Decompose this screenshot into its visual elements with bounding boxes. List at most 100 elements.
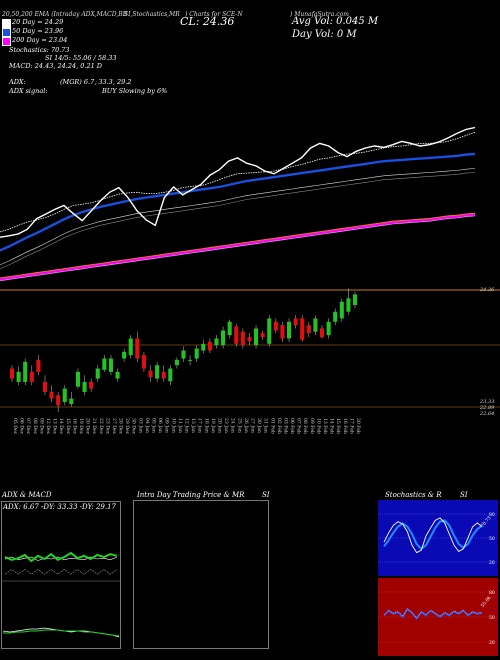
candle [75,368,81,389]
date-label: 20 Jan [216,418,222,433]
date-label: 17 Jan [197,418,203,433]
date-label: 08 Feb [302,418,308,434]
candle-body [23,361,28,382]
si-signal-line [383,608,483,619]
candle [49,385,54,402]
candle [9,365,15,382]
date-label: 03 Jan [137,418,143,433]
candle-body [135,338,140,359]
stoch-tick: 80 [489,512,495,518]
date-label: 13 Jan [190,418,196,433]
ema100-line [0,212,476,279]
date-label: 07 Feb [296,418,302,434]
candle [122,348,127,362]
candle-body [29,371,34,382]
ema200-swatch [2,37,11,46]
candle-body [108,358,113,372]
candle-body [267,318,272,344]
macd-signal-line [3,629,120,637]
candle-body [214,338,219,346]
candle [214,335,219,349]
candle [300,315,305,342]
date-label: 12 Dec [45,418,51,435]
ema200-label: 200 Day = 23.04 [12,36,68,44]
candle-body [339,301,344,319]
candle-body [333,311,338,322]
candle [141,351,146,372]
candle [148,365,153,382]
candle-body [346,298,351,312]
date-label: 19 Dec [78,418,84,435]
candle [174,357,179,369]
candle [267,315,272,347]
date-label: 04 Jan [144,418,150,433]
candle [333,308,338,326]
candle [293,315,298,329]
candle [16,366,21,386]
candle [42,375,48,396]
date-label: 13 Dec [52,418,58,435]
candle-body [141,355,146,369]
candle [56,391,61,412]
date-label: 13 Feb [322,418,328,434]
date-label: 16 Dec [71,418,77,435]
candle [89,378,94,392]
candle-body [221,330,226,346]
candle-body [9,368,15,379]
date-label: 15 Feb [335,418,341,434]
date-label: 26 Jan [243,418,249,433]
date-label: 01 Feb [269,418,275,434]
candle [108,355,113,376]
si-tick: 20 [489,640,495,646]
date-label: 09 Feb [309,418,315,434]
date-label: 07 Dec [25,418,31,435]
date-label: 31 Jan [263,418,269,433]
date-label: 20 Dec [85,418,91,435]
candle [181,346,186,362]
candle [221,326,226,349]
candle [161,365,166,382]
ema20-line [0,131,476,233]
candle-body [161,371,166,379]
si-tick: 80 [489,590,495,596]
stoch-si-label: SI [460,491,468,499]
price-label-bottom2: 22.89 [479,405,495,411]
si-line [383,607,483,620]
bb-mid-line [0,168,476,266]
date-label: 27 Jan [249,418,255,433]
candle [207,338,212,354]
header-line1-right2: ) MunafaSutra.com [290,11,349,18]
candle-body [82,381,87,392]
candle-body [326,321,331,336]
candle [168,365,173,386]
date-label: 23 Dec [104,418,110,435]
stoch-tick: 20 [489,560,495,566]
date-label: 05 Dec [12,418,18,435]
candle-body [352,294,358,306]
header-line1-left: 20,50,200 EMA (Intraday ADX,MACD,BB [2,11,128,18]
candle [188,355,193,366]
candle-body [280,325,285,339]
date-label: 17 Feb [348,418,354,434]
ema50-label: 50 Day = 23.96 [12,27,64,35]
candle-body [168,368,173,382]
date-label: 28 Dec [118,418,124,435]
adx-line [4,569,118,575]
adx-signal-label: ADX signal: [9,87,48,95]
date-label: 09 Jan [164,418,170,433]
date-label: 27 Dec [111,418,117,435]
candle-body [293,318,298,326]
date-label: 14 Dec [58,418,64,435]
candle-body [306,325,311,334]
date-label: 10 Jan [170,418,176,433]
macd-lines [2,627,120,638]
ema20-label: 20 Day = 24.29 [12,18,64,26]
candle-body [75,371,81,387]
candle-body [240,331,245,346]
candle [273,318,278,334]
candle [36,355,41,376]
candle-body [56,395,61,406]
date-label: 10 Feb [315,418,321,434]
adx-values: ADX: 6.67 -DY: 33.33 -DY: 29.17 [2,503,117,511]
day-vol: Day Vol: 0 M [292,29,357,40]
